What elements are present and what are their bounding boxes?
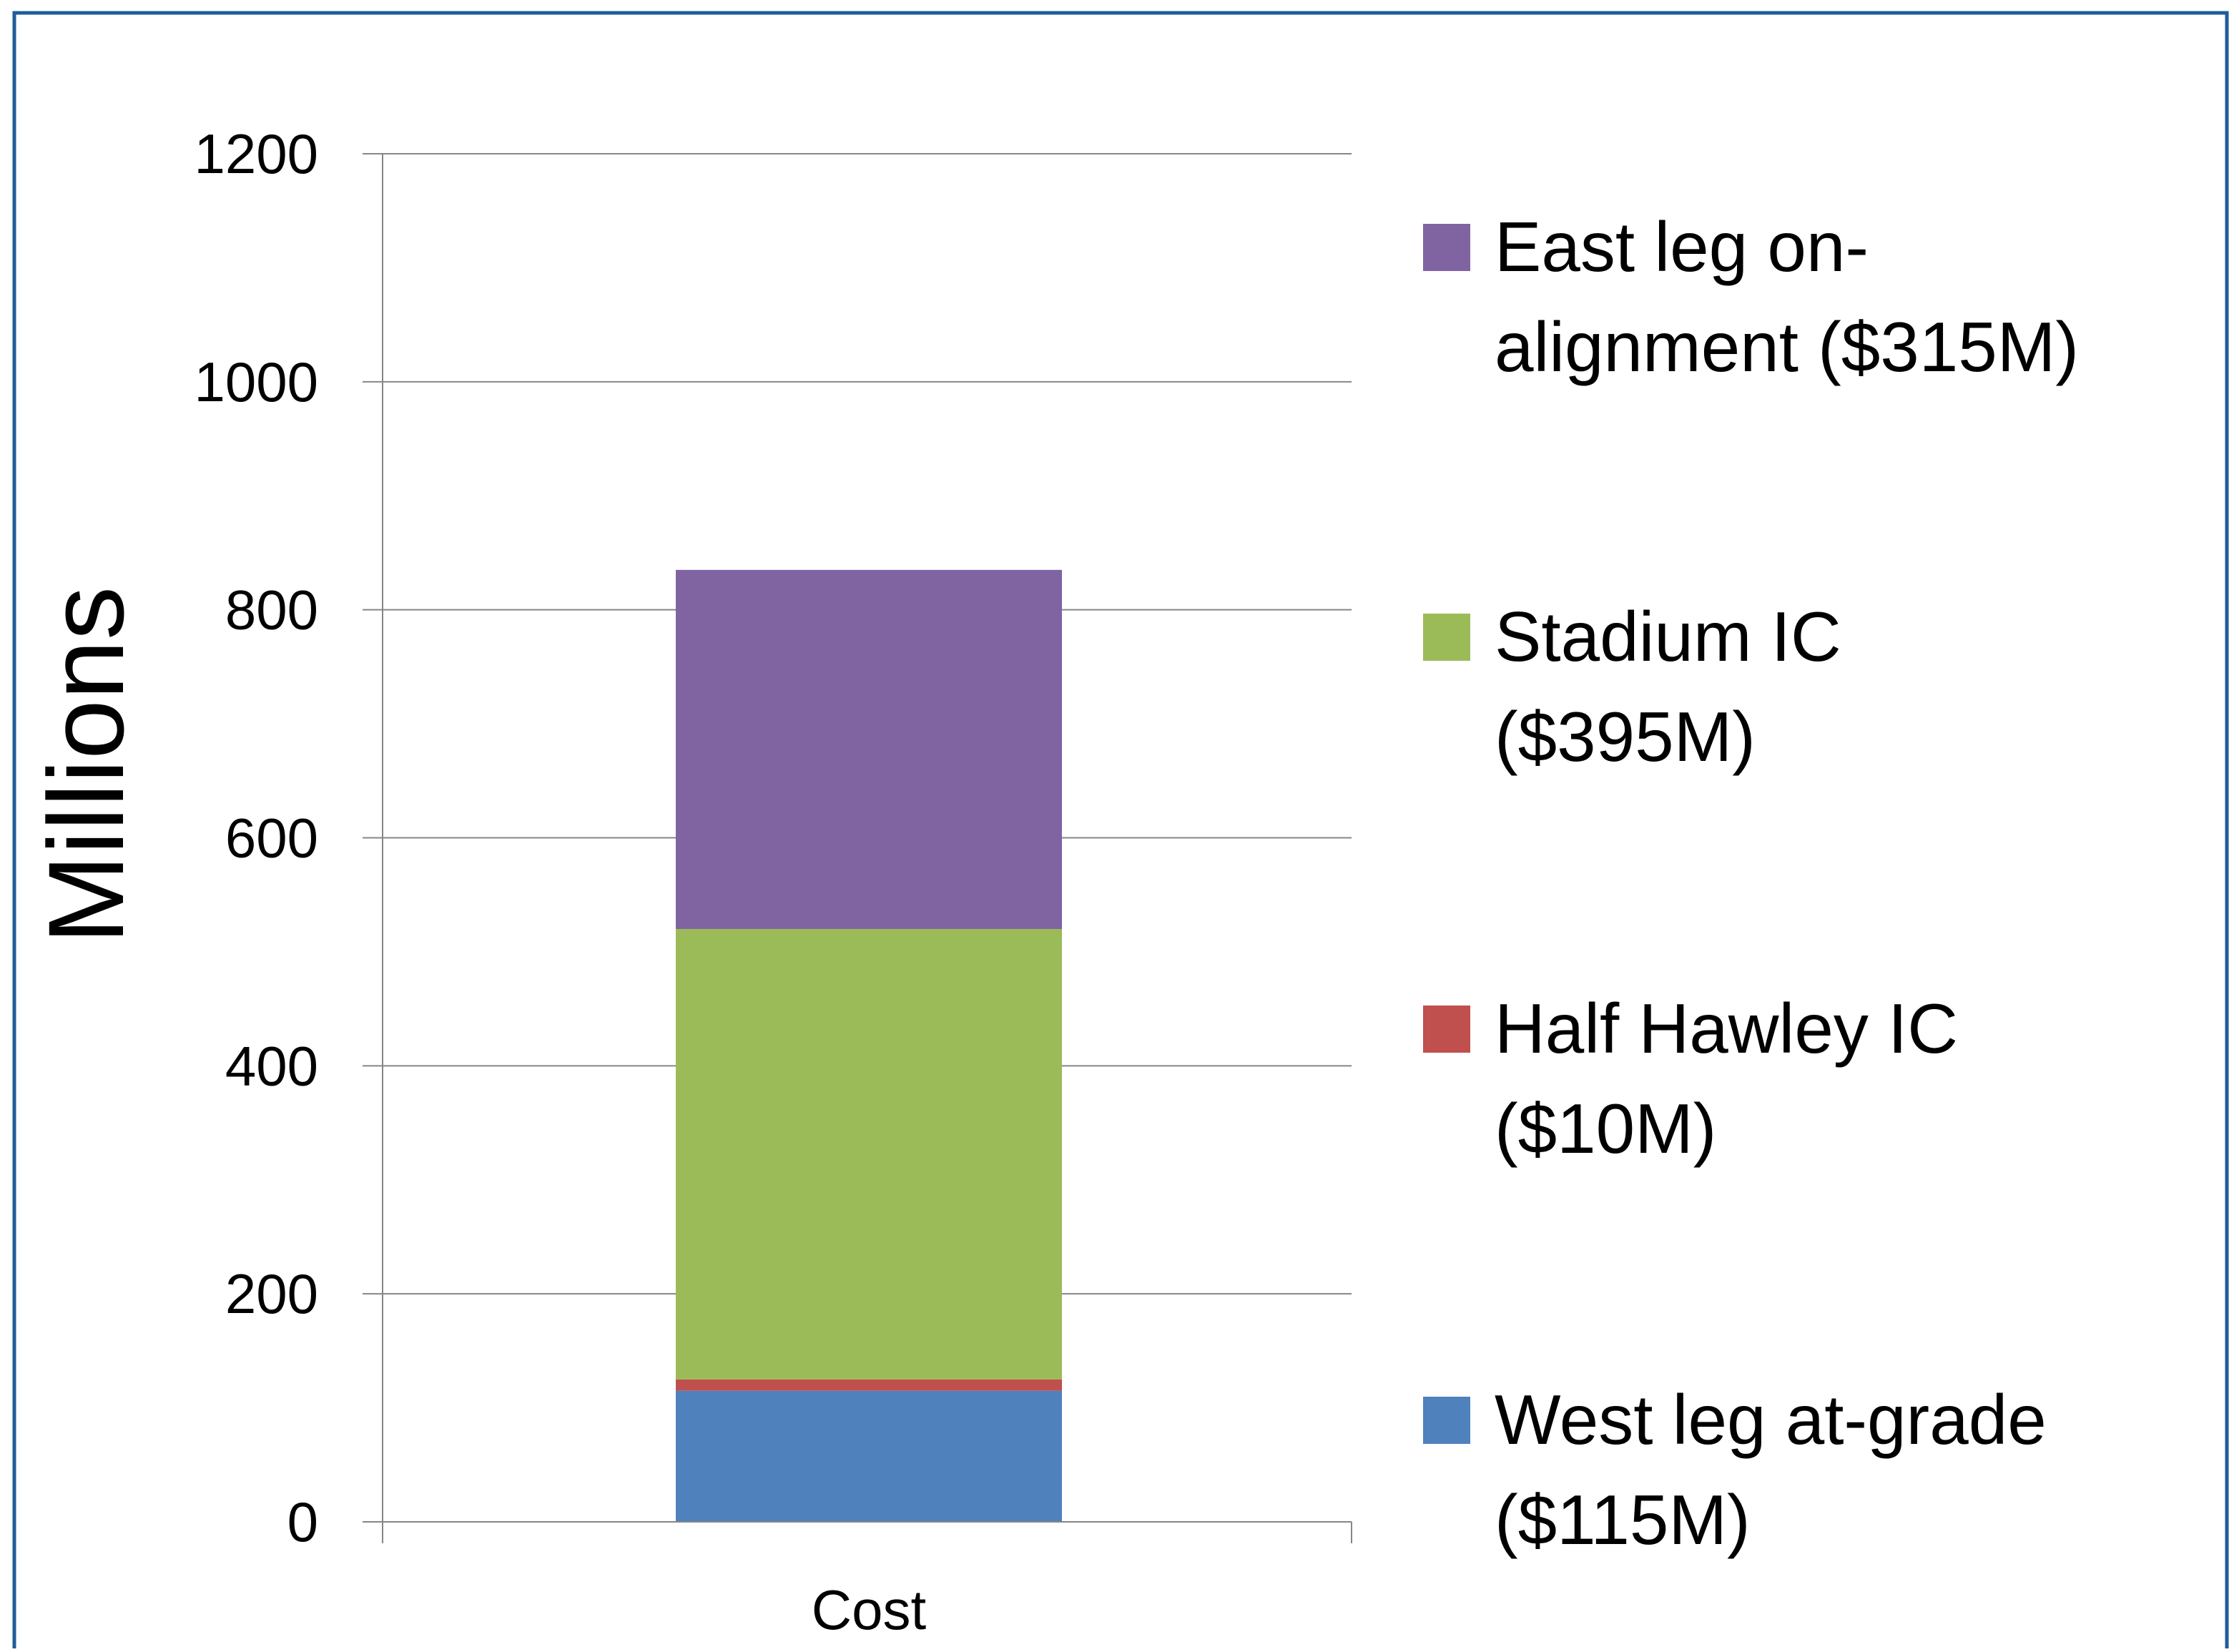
y-tick-label: 200: [225, 1262, 318, 1325]
legend-label-line: Half Hawley IC: [1495, 989, 1958, 1068]
y-tick-label: 600: [225, 807, 318, 870]
legend-swatch: [1423, 224, 1470, 271]
y-tick-label: 800: [225, 579, 318, 641]
legend: East leg on-alignment ($315M) Stadium IC (…: [1423, 207, 2079, 1559]
legend-label-line: West leg at-grade: [1495, 1380, 2047, 1459]
legend-label-line: alignment ($315M): [1495, 308, 2079, 386]
legend-item: East leg on-alignment ($315M): [1423, 207, 2079, 386]
legend-label-line: Stadium IC: [1495, 597, 1841, 676]
legend-swatch: [1423, 1397, 1470, 1444]
legend-item: Half Hawley IC ($10M): [1423, 989, 1958, 1168]
bar-segment-4: [676, 569, 1062, 930]
y-tick-label: 0: [287, 1490, 318, 1553]
legend-swatch: [1423, 1006, 1470, 1053]
y-tick-label: 1000: [194, 350, 318, 413]
legend-item: Stadium IC ($395M): [1423, 597, 1841, 776]
bar-segment-1: [676, 1390, 1062, 1522]
legend-label-line: East leg on-: [1495, 207, 1869, 286]
legend-swatch: [1423, 614, 1470, 661]
y-tick-label: 400: [225, 1034, 318, 1097]
tick-labels: 0 200 400 600 800 1000 1200 Cost: [194, 122, 926, 1641]
legend-item: West leg at-grade ($115M): [1423, 1380, 2047, 1559]
axes: [363, 153, 1352, 1543]
y-axis-title: Millions: [26, 586, 146, 944]
bar-segments: [676, 569, 1062, 1522]
x-category-label: Cost: [812, 1578, 927, 1641]
legend-label-line: ($395M): [1495, 697, 1756, 776]
bar-segment-3: [676, 929, 1062, 1380]
bar-segment-2: [676, 1379, 1062, 1391]
legend-label-line: ($115M): [1495, 1480, 1751, 1559]
y-tick-label: 1200: [194, 122, 318, 185]
legend-label-line: ($10M): [1495, 1089, 1716, 1168]
